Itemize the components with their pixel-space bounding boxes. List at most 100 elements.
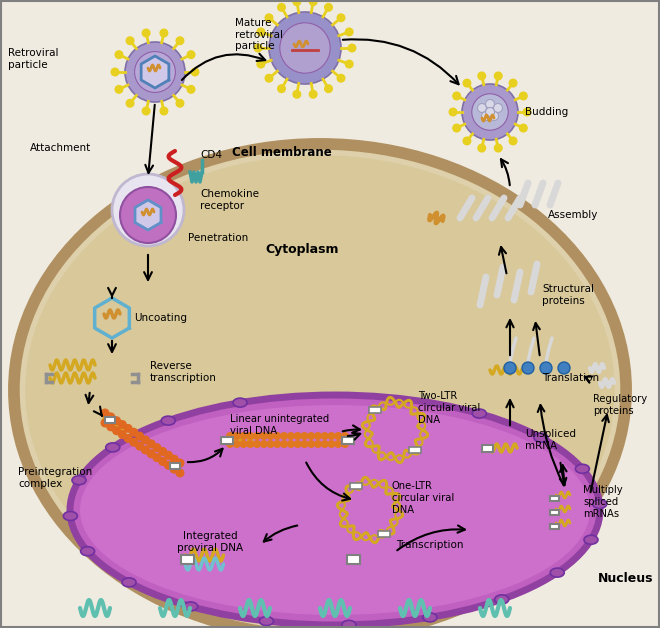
FancyBboxPatch shape bbox=[105, 417, 115, 423]
Text: Cell membrane: Cell membrane bbox=[232, 146, 332, 158]
Circle shape bbox=[337, 74, 345, 82]
Text: One-LTR
circular viral
DNA: One-LTR circular viral DNA bbox=[392, 482, 454, 514]
Circle shape bbox=[160, 107, 168, 115]
Circle shape bbox=[226, 440, 234, 448]
Circle shape bbox=[125, 42, 185, 102]
Circle shape bbox=[152, 443, 162, 452]
Text: Two-LTR
circular viral
DNA: Two-LTR circular viral DNA bbox=[418, 391, 480, 425]
Ellipse shape bbox=[423, 613, 437, 622]
Circle shape bbox=[129, 438, 139, 447]
FancyArrowPatch shape bbox=[188, 449, 222, 462]
Circle shape bbox=[463, 79, 471, 87]
Circle shape bbox=[135, 441, 144, 450]
Circle shape bbox=[117, 420, 127, 429]
Circle shape bbox=[293, 0, 301, 6]
Circle shape bbox=[310, 90, 317, 98]
FancyArrowPatch shape bbox=[560, 465, 566, 485]
Text: Regulatory
proteins: Regulatory proteins bbox=[593, 394, 647, 416]
Circle shape bbox=[141, 435, 150, 445]
Circle shape bbox=[100, 418, 110, 428]
Text: Unspliced
mRNA: Unspliced mRNA bbox=[525, 429, 576, 451]
FancyBboxPatch shape bbox=[221, 436, 233, 443]
Circle shape bbox=[126, 37, 134, 45]
FancyArrowPatch shape bbox=[560, 463, 566, 485]
Text: CD4: CD4 bbox=[200, 150, 222, 160]
Circle shape bbox=[143, 107, 150, 115]
Ellipse shape bbox=[112, 174, 184, 246]
FancyArrowPatch shape bbox=[501, 159, 510, 185]
Ellipse shape bbox=[63, 512, 77, 521]
Circle shape bbox=[123, 424, 133, 433]
Ellipse shape bbox=[80, 405, 590, 615]
Circle shape bbox=[120, 187, 176, 243]
Circle shape bbox=[345, 28, 353, 36]
Circle shape bbox=[147, 439, 156, 448]
Text: Chemokine
receptor: Chemokine receptor bbox=[200, 189, 259, 211]
FancyArrowPatch shape bbox=[538, 405, 564, 485]
Circle shape bbox=[478, 72, 486, 80]
Circle shape bbox=[269, 12, 341, 84]
Circle shape bbox=[327, 432, 335, 440]
Circle shape bbox=[325, 85, 332, 92]
Text: Assembly: Assembly bbox=[548, 210, 599, 220]
Text: Budding: Budding bbox=[525, 107, 568, 117]
FancyBboxPatch shape bbox=[342, 436, 354, 443]
Polygon shape bbox=[135, 200, 161, 230]
Ellipse shape bbox=[473, 409, 486, 418]
Circle shape bbox=[341, 432, 349, 440]
Text: Nucleus: Nucleus bbox=[598, 571, 653, 585]
Circle shape bbox=[504, 362, 516, 374]
FancyBboxPatch shape bbox=[550, 495, 558, 501]
Circle shape bbox=[117, 430, 127, 439]
Ellipse shape bbox=[81, 547, 94, 556]
Circle shape bbox=[152, 453, 162, 462]
FancyArrowPatch shape bbox=[499, 247, 506, 273]
Ellipse shape bbox=[161, 416, 176, 425]
Circle shape bbox=[260, 432, 268, 440]
Circle shape bbox=[519, 92, 527, 100]
Text: Uncoating: Uncoating bbox=[134, 313, 187, 323]
Ellipse shape bbox=[70, 395, 600, 625]
Circle shape bbox=[246, 432, 254, 440]
Ellipse shape bbox=[233, 398, 247, 407]
FancyBboxPatch shape bbox=[378, 531, 390, 537]
Ellipse shape bbox=[122, 578, 136, 587]
Circle shape bbox=[233, 440, 241, 448]
FancyArrowPatch shape bbox=[585, 376, 592, 382]
Ellipse shape bbox=[584, 535, 598, 544]
Ellipse shape bbox=[342, 620, 356, 628]
Circle shape bbox=[267, 440, 275, 448]
Circle shape bbox=[510, 137, 517, 144]
Circle shape bbox=[176, 468, 185, 477]
Circle shape bbox=[314, 432, 322, 440]
FancyArrowPatch shape bbox=[348, 433, 360, 440]
Circle shape bbox=[325, 4, 332, 11]
Circle shape bbox=[453, 124, 461, 132]
Ellipse shape bbox=[106, 443, 119, 452]
Text: Cytoplasm: Cytoplasm bbox=[265, 244, 339, 256]
Circle shape bbox=[257, 60, 265, 68]
Ellipse shape bbox=[534, 433, 548, 442]
Text: Translation: Translation bbox=[542, 373, 599, 383]
Ellipse shape bbox=[72, 476, 86, 485]
Circle shape bbox=[334, 440, 343, 448]
Circle shape bbox=[310, 0, 317, 6]
FancyArrowPatch shape bbox=[591, 415, 609, 492]
Circle shape bbox=[486, 107, 494, 117]
Circle shape bbox=[265, 14, 273, 21]
Circle shape bbox=[478, 144, 486, 152]
Circle shape bbox=[321, 440, 329, 448]
Circle shape bbox=[453, 92, 461, 100]
Text: Retroviral
particle: Retroviral particle bbox=[8, 48, 59, 70]
FancyArrowPatch shape bbox=[182, 54, 265, 80]
Circle shape bbox=[294, 432, 302, 440]
FancyBboxPatch shape bbox=[369, 407, 381, 413]
Circle shape bbox=[314, 440, 322, 448]
FancyArrowPatch shape bbox=[506, 400, 513, 425]
FancyBboxPatch shape bbox=[350, 483, 362, 489]
Circle shape bbox=[112, 416, 121, 425]
FancyBboxPatch shape bbox=[550, 524, 558, 529]
Circle shape bbox=[246, 440, 254, 448]
Circle shape bbox=[540, 362, 552, 374]
Circle shape bbox=[273, 432, 281, 440]
